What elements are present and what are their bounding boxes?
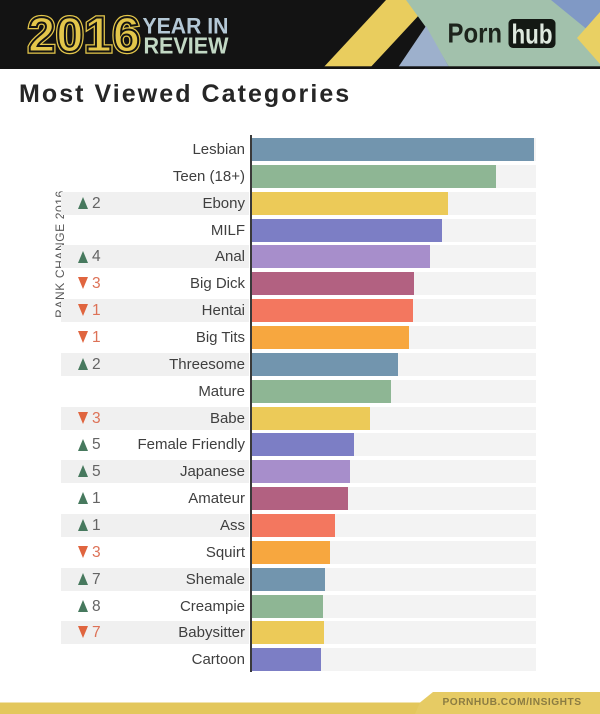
svg-text:REVIEW: REVIEW	[144, 33, 230, 59]
svg-text:Porn: Porn	[448, 18, 503, 49]
svg-text:2016: 2016	[28, 9, 141, 63]
svg-text:hub: hub	[512, 19, 553, 50]
svg-text:PORNHUB.COM/INSIGHTS: PORNHUB.COM/INSIGHTS	[442, 697, 581, 708]
svg-text:YEAR IN: YEAR IN	[143, 14, 229, 39]
svg-text:2016: 2016	[28, 9, 141, 63]
